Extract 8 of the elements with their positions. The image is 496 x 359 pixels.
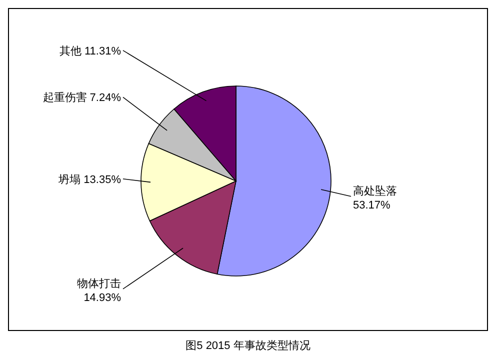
slice-label: 坍塌 13.35% xyxy=(58,174,122,186)
slice-label: 起重伤害 7.24% xyxy=(42,91,122,104)
data-label: 14.93% xyxy=(84,292,122,304)
text: 图5 2015 年事故类型情况 xyxy=(186,339,310,352)
slice-label: 高处坠落 xyxy=(353,184,397,198)
data-label: 53.17% xyxy=(353,199,391,212)
slice-label: 物体打击 xyxy=(77,276,121,290)
slice-label: 其他 11.31% xyxy=(59,44,122,58)
